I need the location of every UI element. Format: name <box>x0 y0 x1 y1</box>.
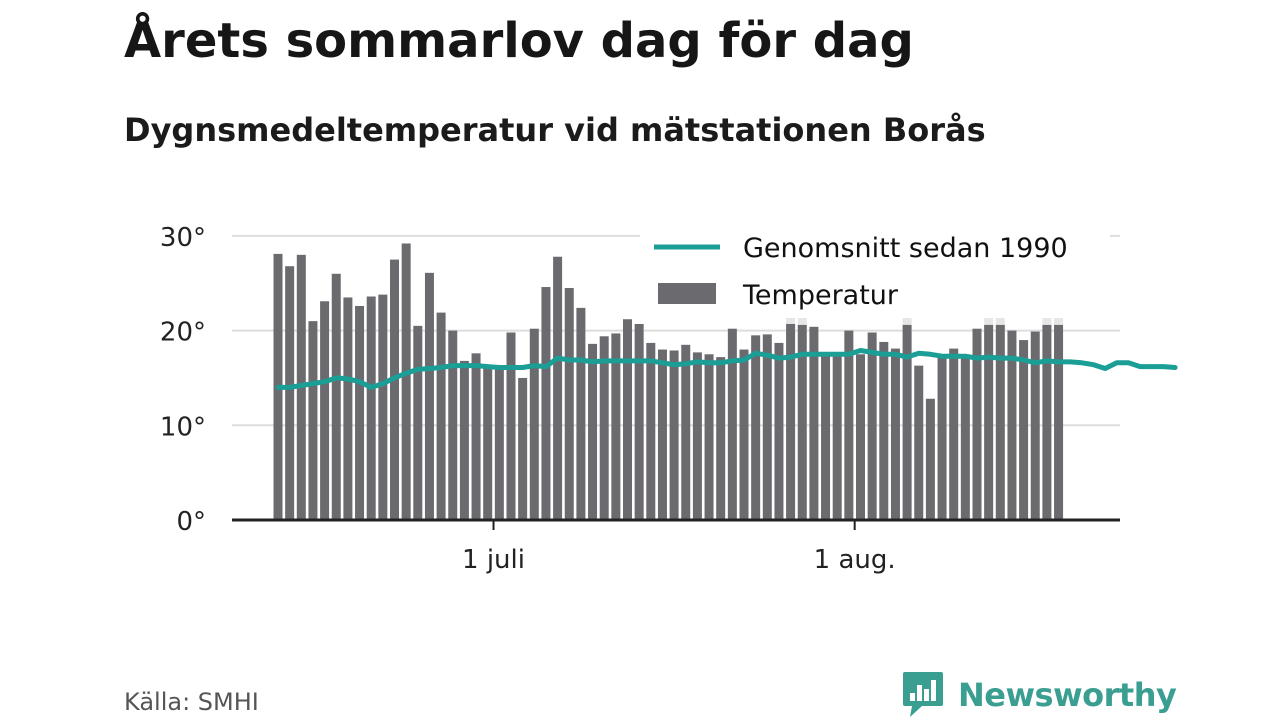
temperature-bar <box>1042 324 1052 520</box>
axes: 0° 10° 20° 30° 1 juli 1 aug. <box>160 223 1120 575</box>
temperature-bar <box>320 301 330 520</box>
newsworthy-chart-icon <box>903 672 943 717</box>
temperature-bar <box>588 343 598 520</box>
temperature-bar <box>681 344 691 520</box>
temperature-bar <box>1030 331 1040 520</box>
temperature-bar <box>856 354 865 520</box>
temperature-bar <box>518 377 528 520</box>
temperature-bar <box>739 349 749 520</box>
temperature-bar <box>331 273 341 520</box>
brand-name: Newsworthy <box>958 676 1177 714</box>
temperature-bar <box>646 342 656 520</box>
brand-logo[interactable]: Newsworthy <box>902 669 1177 721</box>
source-note: Källa: SMHI <box>124 688 259 716</box>
chart-title: Årets sommarlov dag för dag <box>124 13 914 69</box>
temperature-bar <box>902 324 912 520</box>
temperature-bar <box>832 355 842 520</box>
temperature-bar <box>553 256 563 520</box>
temperature-bar <box>984 324 994 520</box>
temperature-bar <box>436 312 446 520</box>
temperature-bar <box>343 297 353 520</box>
temperature-bar <box>914 365 924 520</box>
average-line <box>275 348 1178 390</box>
temperature-bar <box>762 334 772 520</box>
temperature-bar <box>576 307 586 520</box>
temperature-bar <box>692 352 702 520</box>
temperature-bar <box>925 398 935 520</box>
temperature-bar <box>657 349 667 520</box>
temperature-bar <box>809 326 819 520</box>
chart-subtitle: Dygnsmedeltemperatur vid mätstationen Bo… <box>124 111 986 149</box>
temperature-bar <box>844 330 854 520</box>
y-tick-label: 10° <box>160 412 206 442</box>
temperature-bar <box>623 319 632 520</box>
temperature-bar <box>483 366 493 520</box>
temperature-bar <box>879 341 889 520</box>
temperature-bar <box>413 325 423 520</box>
legend: Genomsnitt sedan 1990 Temperatur <box>640 226 1110 318</box>
temperature-bar <box>366 296 376 520</box>
x-tick-label: 1 aug. <box>814 545 896 575</box>
temperature-bar <box>634 323 644 520</box>
temperature-bar <box>378 294 388 520</box>
temperature-bar <box>599 336 609 520</box>
temperature-bar <box>949 348 959 520</box>
y-tick-label: 20° <box>160 318 206 348</box>
temperature-bar <box>308 321 318 520</box>
y-tick-label: 0° <box>176 507 206 537</box>
legend-label-temperature: Temperatur <box>742 280 899 311</box>
legend-bar-swatch <box>658 283 716 304</box>
temperature-bar <box>471 353 481 520</box>
temperature-bars <box>273 243 1064 520</box>
temperature-bar <box>727 328 737 520</box>
temperature-bar <box>541 287 551 520</box>
temperature-bar <box>890 348 900 520</box>
temperature-bar <box>751 335 761 520</box>
x-tick-label: 1 juli <box>462 545 525 575</box>
temperature-bar <box>797 324 807 520</box>
y-tick-label: 30° <box>160 223 206 253</box>
temperature-bar <box>867 332 877 520</box>
temperature-bar <box>285 266 295 520</box>
temperature-bar <box>611 333 621 520</box>
temperature-bar <box>424 272 434 520</box>
temperature-bar <box>459 360 469 520</box>
temperature-bar <box>1054 324 1064 520</box>
temperature-bar <box>564 287 574 520</box>
temperature-bar <box>529 328 539 520</box>
temperature-bar <box>995 324 1005 520</box>
temperature-bar <box>960 355 970 520</box>
temperature-bar <box>821 354 831 520</box>
temperature-bar <box>494 367 504 520</box>
temperature-bar <box>716 357 726 520</box>
temperature-bar <box>774 342 784 520</box>
temperature-bar <box>506 332 516 520</box>
temperature-bar <box>390 259 399 520</box>
temperature-bar <box>1007 330 1017 520</box>
average-line-layer <box>275 348 1178 390</box>
temperature-bar <box>972 328 982 520</box>
legend-label-average: Genomsnitt sedan 1990 <box>743 233 1068 264</box>
temperature-bar <box>937 357 947 520</box>
temperature-bar <box>786 323 796 520</box>
temperature-bar <box>448 330 458 520</box>
temperature-bar <box>1019 340 1029 520</box>
temperature-bar <box>704 354 714 520</box>
legend-background <box>640 226 1110 318</box>
temperature-bar <box>401 243 411 520</box>
temperature-bar <box>355 305 365 520</box>
temperature-bar <box>669 350 679 520</box>
